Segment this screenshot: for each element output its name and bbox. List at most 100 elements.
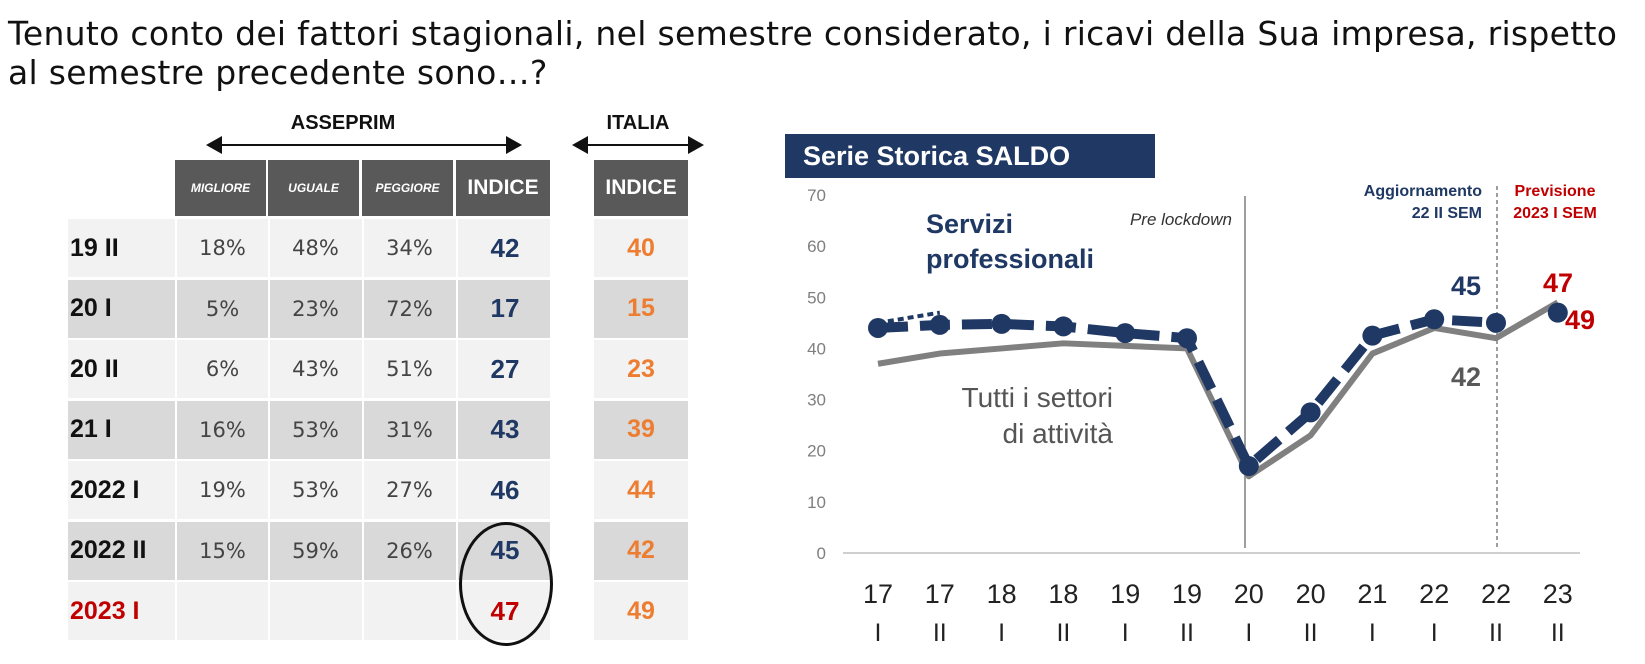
highlight-circle <box>459 522 553 646</box>
previsione-label: Previsione <box>1515 183 1596 200</box>
x-tick-label: 19 <box>1110 579 1140 609</box>
data-label-47: 47 <box>1543 268 1573 298</box>
cell-peggiore: 31% <box>362 400 455 459</box>
cell-uguale <box>268 582 361 640</box>
cell-migliore: 16% <box>175 400 268 459</box>
series-point-servizi <box>1547 302 1568 323</box>
cell-migliore: 19% <box>175 461 268 519</box>
header-italia-indice: INDICE <box>594 160 688 216</box>
x-tick-sublabel: II <box>1056 619 1070 647</box>
header-indice: INDICE <box>456 160 550 216</box>
cell-uguale: 48% <box>268 219 361 277</box>
cell-migliore: 5% <box>175 279 268 338</box>
cell-peggiore: 34% <box>362 219 455 277</box>
row-background <box>68 400 550 459</box>
pre-lockdown-label: Pre lockdown <box>1130 210 1232 229</box>
question-text: Tenuto conto dei fattori stagionali, nel… <box>8 14 1618 92</box>
series-point-servizi <box>1486 312 1506 333</box>
cell-uguale: 43% <box>268 340 361 398</box>
series-label-servizi: Servizi <box>926 209 1013 239</box>
x-tick-label: 22 <box>1481 579 1511 609</box>
table-row: 2022 I 19% 53% 27% 46 <box>68 461 553 519</box>
series-point-servizi <box>1177 328 1197 349</box>
row-label: 20 I <box>70 294 112 322</box>
cell-italia: 40 <box>594 219 688 277</box>
row-background <box>68 219 550 277</box>
x-tick-sublabel: I <box>875 619 882 647</box>
series-label-servizi-2: professionali <box>926 244 1094 274</box>
header-uguale: UGUALE <box>268 160 359 216</box>
y-tick-label: 60 <box>807 237 826 256</box>
series-point-servizi <box>929 314 950 335</box>
row-label: 19 II <box>70 233 119 262</box>
cell-italia: 42 <box>594 521 688 580</box>
header-migliore: MIGLIORE <box>175 160 266 216</box>
cell-italia: 23 <box>594 340 688 398</box>
y-tick-label: 40 <box>807 339 826 358</box>
aggiornamento-label: Aggiornamento <box>1364 183 1482 200</box>
row-label: 21 I <box>70 415 112 443</box>
series-point-servizi <box>1053 316 1074 337</box>
cell-migliore: 18% <box>175 219 268 277</box>
cell-migliore: 15% <box>175 521 268 580</box>
x-tick-label: 19 <box>1172 579 1202 609</box>
cell-peggiore: 26% <box>362 521 455 580</box>
row-label: 2023 I <box>70 596 140 625</box>
italia-group-label: ITALIA <box>606 112 670 134</box>
y-tick-label: 0 <box>817 544 826 563</box>
x-tick-sublabel: II <box>1489 619 1503 647</box>
italia-arrow <box>572 136 704 154</box>
y-tick-label: 70 <box>807 186 826 205</box>
series-line-tutti-settori <box>877 299 1560 480</box>
aggiornamento-sublabel: 22 II SEM <box>1412 205 1482 222</box>
data-label-45: 45 <box>1451 271 1481 301</box>
cell-migliore: 6% <box>175 340 268 398</box>
chart-title: Serie Storica SALDO <box>785 134 1155 178</box>
row-background <box>68 279 550 338</box>
x-tick-sublabel: II <box>1180 619 1194 647</box>
x-tick-sublabel: II <box>933 619 947 647</box>
cell-indice: 27 <box>456 340 552 398</box>
y-tick-label: 10 <box>807 493 826 512</box>
x-tick-sublabel: I <box>1245 619 1252 647</box>
x-tick-label: 17 <box>863 579 893 609</box>
cell-migliore <box>175 582 268 640</box>
cell-italia: 49 <box>594 582 688 640</box>
header-peggiore: PEGGIORE <box>362 160 453 216</box>
table-row: 19 II 18% 48% 34% 42 <box>68 219 553 277</box>
cell-indice: 43 <box>456 400 552 459</box>
series-label-tutti: Tutti i settori <box>962 382 1113 413</box>
table-row: 21 I 16% 53% 31% 43 <box>68 400 553 459</box>
previsione-sublabel: 2023 I SEM <box>1513 205 1597 222</box>
series-point-servizi <box>991 313 1012 334</box>
y-tick-label: 20 <box>807 442 826 461</box>
cell-peggiore <box>362 582 455 640</box>
asseprim-arrow <box>206 136 522 154</box>
cell-indice: 17 <box>456 279 552 338</box>
y-tick-label: 50 <box>807 288 826 307</box>
asseprim-group-label: ASSEPRIM <box>290 112 396 134</box>
table-row: 20 II 6% 43% 51% 27 <box>68 340 553 398</box>
x-tick-sublabel: II <box>1304 619 1318 647</box>
x-tick-label: 18 <box>1048 579 1078 609</box>
row-label: 2022 II <box>70 536 147 564</box>
cell-italia: 44 <box>594 461 688 519</box>
x-tick-sublabel: I <box>1369 619 1376 647</box>
y-tick-label: 30 <box>807 391 826 410</box>
row-label: 2022 I <box>70 475 140 504</box>
series-point-servizi <box>1362 325 1383 346</box>
row-background <box>68 461 550 519</box>
data-label-42: 42 <box>1451 362 1481 392</box>
x-tick-label: 20 <box>1296 579 1326 609</box>
series-point-servizi <box>1424 309 1445 330</box>
x-tick-sublabel: I <box>1122 619 1129 647</box>
series-label-tutti-2: di attività <box>1003 418 1114 449</box>
x-tick-label: 21 <box>1357 579 1387 609</box>
cell-peggiore: 72% <box>362 279 455 338</box>
data-label-49: 49 <box>1565 305 1595 335</box>
cell-italia: 15 <box>594 279 688 338</box>
x-tick-sublabel: II <box>1551 619 1565 647</box>
table-row: 20 I 5% 23% 72% 17 <box>68 279 553 338</box>
row-label: 20 II <box>70 354 119 383</box>
series-line-servizi-forecast <box>877 310 941 325</box>
